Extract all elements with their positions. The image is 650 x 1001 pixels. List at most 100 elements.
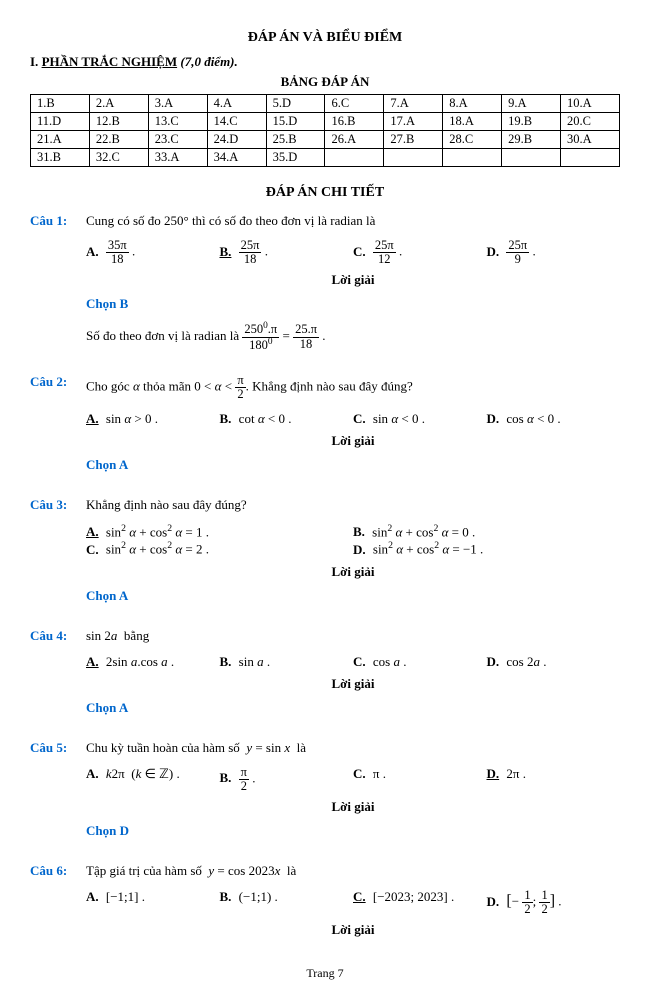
question-text: Khẳng định nào sau đây đúng? xyxy=(86,497,620,513)
answer-cell: 25.B xyxy=(266,131,325,149)
main-title: ĐÁP ÁN VÀ BIỂU ĐIỂM xyxy=(30,30,620,46)
question-label: Câu 5: xyxy=(30,740,86,756)
question: Câu 3:Khẳng định nào sau đây đúng? A. sin… xyxy=(30,497,620,614)
answer-cell: 26.A xyxy=(325,131,384,149)
option: A. sin α > 0 . xyxy=(86,411,220,427)
option: C. sin2 α + cos2 α = 2 . xyxy=(86,540,353,557)
option: A. k2π (k ∈ ℤ) . xyxy=(86,766,220,793)
option: A. sin2 α + cos2 α = 1 . xyxy=(86,523,353,540)
section-label: I. xyxy=(30,54,38,69)
answer-cell: 34.A xyxy=(207,149,266,167)
option: D. [− 12; 12] . xyxy=(487,889,621,916)
answer-cell: 19.B xyxy=(502,113,561,131)
option: C. [−2023; 2023] . xyxy=(353,889,487,916)
answer-cell: 30.A xyxy=(561,131,620,149)
answer-cell xyxy=(384,149,443,167)
answer-cell: 24.D xyxy=(207,131,266,149)
question-label: Câu 3: xyxy=(30,497,86,513)
answer-cell xyxy=(443,149,502,167)
question-label: Câu 4: xyxy=(30,628,86,644)
chosen-answer: Chọn D xyxy=(86,823,620,839)
answer-cell: 2.A xyxy=(89,95,148,113)
question-text: Cho góc α thỏa mãn 0 < α < π2. Khẳng địn… xyxy=(86,374,620,401)
loi-giai-label: Lời giải xyxy=(86,433,620,449)
option: A. 35π18 . xyxy=(86,239,220,266)
loi-giai-label: Lời giải xyxy=(86,922,620,938)
answer-cell: 32.C xyxy=(89,149,148,167)
table-title: BẢNG ĐÁP ÁN xyxy=(30,74,620,90)
question-text: Chu kỳ tuần hoàn của hàm số y = sin x là xyxy=(86,740,620,756)
option: A. 2sin a.cos a . xyxy=(86,654,220,670)
answer-cell: 13.C xyxy=(148,113,207,131)
loi-giai-label: Lời giải xyxy=(86,564,620,580)
option: B. π2 . xyxy=(220,766,354,793)
answer-cell: 9.A xyxy=(502,95,561,113)
answer-cell: 5.D xyxy=(266,95,325,113)
option: C. cos a . xyxy=(353,654,487,670)
section-name: PHẦN TRẮC NGHIỆM xyxy=(42,54,178,69)
question: Câu 4:sin 2a bằng A. 2sin a.cos a .B. sin… xyxy=(30,628,620,726)
answer-cell: 3.A xyxy=(148,95,207,113)
answer-cell: 21.A xyxy=(31,131,90,149)
loi-giai-label: Lời giải xyxy=(86,272,620,288)
answer-cell: 1.B xyxy=(31,95,90,113)
explanation: Số đo theo đơn vị là radian là 2500.π180… xyxy=(86,322,620,352)
answer-cell: 11.D xyxy=(31,113,90,131)
answer-cell: 14.C xyxy=(207,113,266,131)
answer-cell xyxy=(325,149,384,167)
answer-cell: 18.A xyxy=(443,113,502,131)
question: Câu 5:Chu kỳ tuần hoàn của hàm số y = si… xyxy=(30,740,620,849)
loi-giai-label: Lời giải xyxy=(86,799,620,815)
option: B. sin a . xyxy=(220,654,354,670)
question: Câu 2:Cho góc α thỏa mãn 0 < α < π2. Khẳ… xyxy=(30,374,620,483)
option: C. 25π12 . xyxy=(353,239,487,266)
option: D. 2π . xyxy=(487,766,621,793)
answer-cell: 4.A xyxy=(207,95,266,113)
answer-cell: 17.A xyxy=(384,113,443,131)
detail-title: ĐÁP ÁN CHI TIẾT xyxy=(30,185,620,201)
answer-cell: 15.D xyxy=(266,113,325,131)
question-label: Câu 2: xyxy=(30,374,86,390)
option: B. cot α < 0 . xyxy=(220,411,354,427)
answer-cell: 35.D xyxy=(266,149,325,167)
chosen-answer: Chọn A xyxy=(86,700,620,716)
question-text: Cung có số đo 250° thì có số đo theo đơn… xyxy=(86,213,620,229)
answer-cell: 7.A xyxy=(384,95,443,113)
loi-giai-label: Lời giải xyxy=(86,676,620,692)
option: B. (−1;1) . xyxy=(220,889,354,916)
section-score: (7,0 điểm). xyxy=(180,54,237,69)
question-text: sin 2a bằng xyxy=(86,628,620,644)
option: D. cos α < 0 . xyxy=(487,411,621,427)
option: C. sin α < 0 . xyxy=(353,411,487,427)
option: C. π . xyxy=(353,766,487,793)
question: Câu 1:Cung có số đo 250° thì có số đo th… xyxy=(30,213,620,360)
option: D. sin2 α + cos2 α = −1 . xyxy=(353,540,620,557)
option: D. cos 2a . xyxy=(487,654,621,670)
answer-cell: 8.A xyxy=(443,95,502,113)
answer-cell: 20.C xyxy=(561,113,620,131)
option: A. [−1;1] . xyxy=(86,889,220,916)
page-footer: Trang 7 xyxy=(30,966,620,981)
answer-cell: 10.A xyxy=(561,95,620,113)
chosen-answer: Chọn A xyxy=(86,588,620,604)
option: B. 25π18 . xyxy=(220,239,354,266)
answer-cell: 12.B xyxy=(89,113,148,131)
chosen-answer: Chọn A xyxy=(86,457,620,473)
answer-cell: 31.B xyxy=(31,149,90,167)
question-label: Câu 6: xyxy=(30,863,86,879)
answer-cell xyxy=(502,149,561,167)
question-label: Câu 1: xyxy=(30,213,86,229)
answer-cell: 27.B xyxy=(384,131,443,149)
answer-cell: 29.B xyxy=(502,131,561,149)
section-heading: I. PHẦN TRẮC NGHIỆM (7,0 điểm). xyxy=(30,54,620,70)
question-text: Tập giá trị của hàm số y = cos 2023x là xyxy=(86,863,620,879)
answer-cell: 6.C xyxy=(325,95,384,113)
chosen-answer: Chọn B xyxy=(86,296,620,312)
answer-cell: 16.B xyxy=(325,113,384,131)
question: Câu 6:Tập giá trị của hàm số y = cos 202… xyxy=(30,863,620,946)
answer-cell: 23.C xyxy=(148,131,207,149)
answer-cell xyxy=(561,149,620,167)
answer-cell: 33.A xyxy=(148,149,207,167)
answer-cell: 22.B xyxy=(89,131,148,149)
answer-table: 1.B2.A3.A4.A5.D6.C7.A8.A9.A10.A11.D12.B1… xyxy=(30,94,620,167)
